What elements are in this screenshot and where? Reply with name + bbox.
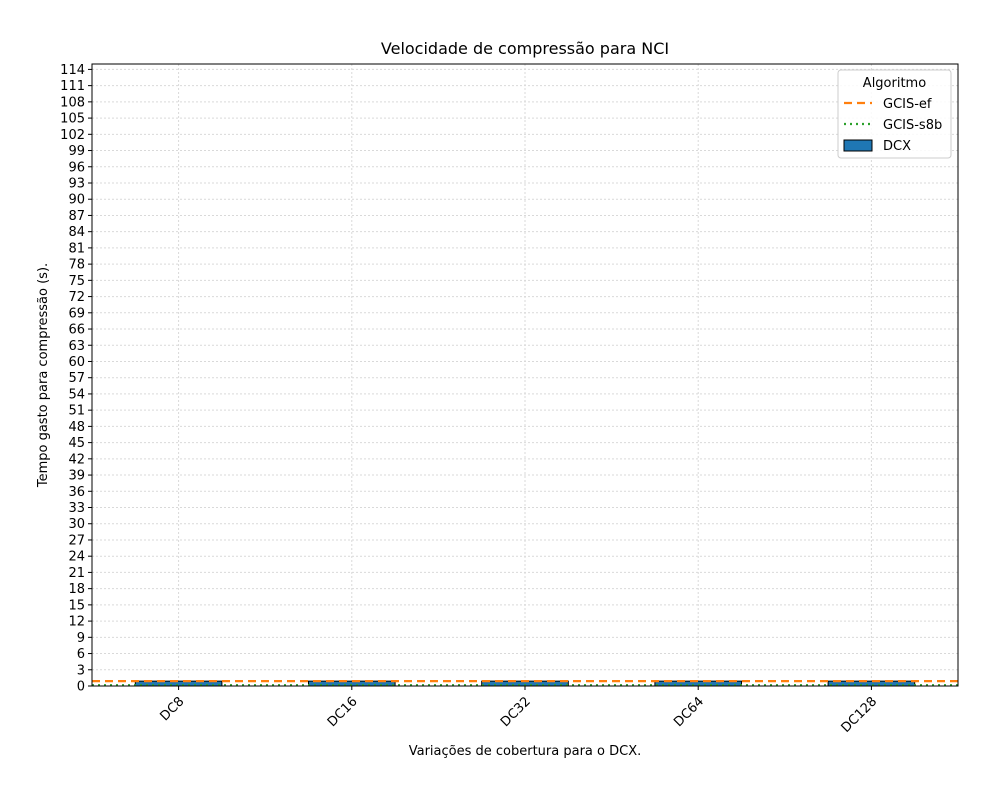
- y-tick-label: 63: [68, 339, 85, 354]
- y-tick-label: 69: [68, 306, 85, 321]
- y-tick-label: 15: [68, 598, 85, 613]
- legend-swatch-dcx: [843, 139, 873, 152]
- y-axis: 0369121518212427303336394245485154576063…: [60, 63, 92, 695]
- y-tick-label: 81: [68, 241, 85, 256]
- x-tick-label: DC8: [157, 694, 187, 724]
- y-tick-label: 3: [77, 663, 85, 678]
- grid: [92, 64, 958, 687]
- y-tick-label: 24: [68, 550, 85, 565]
- legend: Algoritmo GCIS-ef GCIS-s8b DCX: [837, 69, 952, 159]
- y-tick-label: 54: [68, 387, 85, 402]
- x-tick-label: DC64: [671, 694, 707, 730]
- x-axis: DC8 DC16 DC32 DC64 DC128: [157, 686, 880, 736]
- y-tick-label: 6: [77, 647, 85, 662]
- y-tick-label: 99: [68, 144, 85, 159]
- legend-label: DCX: [883, 139, 911, 154]
- y-tick-label: 18: [68, 582, 85, 597]
- legend-box: [837, 69, 952, 159]
- x-tick-label: DC32: [498, 694, 534, 730]
- y-tick-label: 90: [68, 193, 85, 208]
- y-tick-label: 84: [68, 225, 85, 240]
- x-tick-label: DC128: [839, 694, 881, 736]
- y-tick-label: 9: [77, 631, 85, 646]
- y-tick-label: 33: [68, 501, 85, 516]
- chart-title: Velocidade de compressão para NCI: [381, 39, 669, 58]
- y-tick-label: 60: [68, 355, 85, 370]
- x-axis-title: Variações de cobertura para o DCX.: [409, 744, 642, 759]
- y-tick-label: 72: [68, 290, 85, 305]
- bars: [134, 680, 916, 687]
- y-tick-label: 12: [68, 615, 85, 630]
- y-tick-label: 75: [68, 274, 85, 289]
- y-tick-label: 93: [68, 176, 85, 191]
- y-tick-label: 108: [60, 95, 85, 110]
- y-tick-label: 51: [68, 404, 85, 419]
- y-axis-title: Tempo gasto para compressão (s).: [36, 263, 51, 488]
- reference-lines: [92, 680, 958, 687]
- x-tick-label: DC16: [325, 694, 361, 730]
- y-tick-label: 102: [60, 128, 85, 143]
- y-tick-label: 87: [68, 209, 85, 224]
- y-tick-label: 57: [68, 371, 85, 386]
- y-tick-label: 96: [68, 160, 85, 175]
- y-tick-label: 48: [68, 420, 85, 435]
- y-tick-label: 78: [68, 258, 85, 273]
- y-tick-label: 39: [68, 469, 85, 484]
- y-tick-label: 114: [60, 63, 85, 78]
- y-tick-label: 0: [77, 680, 85, 695]
- y-tick-label: 111: [60, 79, 85, 94]
- y-tick-label: 30: [68, 517, 85, 532]
- y-tick-label: 27: [68, 533, 85, 548]
- y-tick-label: 36: [68, 485, 85, 500]
- legend-label: GCIS-s8b: [883, 118, 942, 133]
- y-tick-label: 42: [68, 452, 85, 467]
- y-tick-label: 105: [60, 112, 85, 127]
- legend-title: Algoritmo: [863, 76, 926, 91]
- y-tick-label: 66: [68, 323, 85, 338]
- legend-items: GCIS-ef GCIS-s8b DCX: [843, 97, 942, 154]
- legend-label: GCIS-ef: [883, 97, 932, 112]
- y-tick-label: 21: [68, 566, 85, 581]
- y-tick-label: 45: [68, 436, 85, 451]
